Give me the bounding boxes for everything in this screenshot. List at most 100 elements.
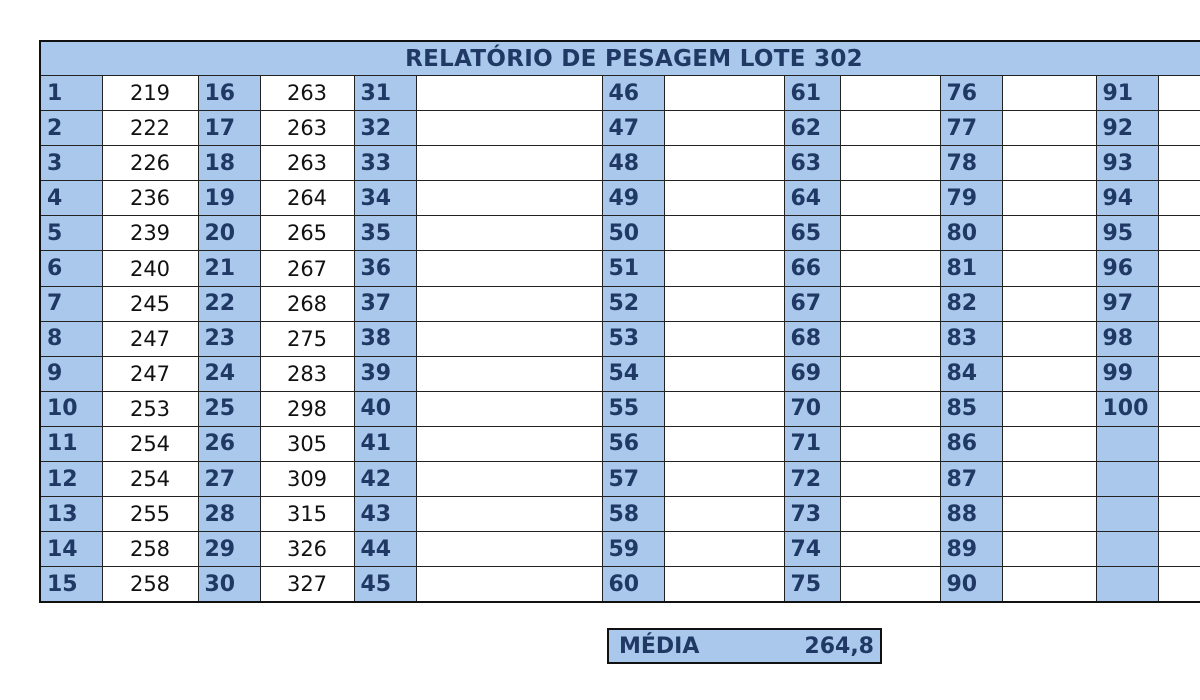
- weight-cell: 239: [101, 215, 199, 252]
- animal-number-cell: 98: [1095, 320, 1159, 357]
- weight-cell: [415, 531, 603, 568]
- animal-number-cell: 91: [1095, 74, 1159, 112]
- animal-number-cell: 65: [783, 215, 841, 252]
- weight-cell: [1001, 180, 1097, 217]
- weight-cell: [663, 531, 785, 568]
- weight-cell: 245: [101, 285, 199, 322]
- animal-number-cell: 19: [197, 180, 261, 217]
- weight-cell: [663, 461, 785, 498]
- animal-number-cell: 46: [601, 74, 665, 112]
- weight-cell: [663, 425, 785, 463]
- animal-number-cell: [1095, 531, 1159, 568]
- animal-number-cell: 74: [783, 531, 841, 568]
- animal-number-cell: 92: [1095, 110, 1159, 147]
- weight-cell: [415, 145, 603, 182]
- weight-cell: [839, 390, 941, 427]
- animal-number-cell: 94: [1095, 180, 1159, 217]
- title-row: RELATÓRIO DE PESAGEM LOTE 302: [39, 40, 1200, 76]
- animal-number-cell: 41: [353, 425, 417, 463]
- animal-number-cell: 83: [939, 320, 1003, 357]
- weight-cell: 258: [101, 531, 199, 568]
- weight-cell: [1157, 496, 1200, 533]
- weight-cell: 275: [259, 320, 355, 357]
- weight-cell: [663, 496, 785, 533]
- animal-number-cell: 5: [39, 215, 103, 252]
- table-row: 8 247 23 275 38 53 68 83 98: [39, 320, 1200, 357]
- weight-cell: [663, 355, 785, 392]
- animal-number-cell: [1095, 461, 1159, 498]
- weight-cell: [415, 285, 603, 322]
- weight-cell: 326: [259, 531, 355, 568]
- weight-cell: [1001, 566, 1097, 603]
- weight-cell: [1157, 285, 1200, 322]
- animal-number-cell: 30: [197, 566, 261, 603]
- table-row: 12 254 27 309 42 57 72 87: [39, 461, 1200, 498]
- animal-number-cell: 52: [601, 285, 665, 322]
- weight-cell: [1157, 250, 1200, 287]
- animal-number-cell: 72: [783, 461, 841, 498]
- animal-number-cell: 37: [353, 285, 417, 322]
- weight-cell: [663, 145, 785, 182]
- weight-cell: [663, 215, 785, 252]
- weight-cell: [1001, 74, 1097, 112]
- weight-cell: [1001, 461, 1097, 498]
- weight-cell: 263: [259, 74, 355, 112]
- weight-cell: [839, 74, 941, 112]
- animal-number-cell: 42: [353, 461, 417, 498]
- animal-number-cell: 6: [39, 250, 103, 287]
- weight-cell: [1001, 390, 1097, 427]
- weight-cell: [1157, 461, 1200, 498]
- weight-cell: [839, 180, 941, 217]
- animal-number-cell: 11: [39, 425, 103, 463]
- animal-number-cell: 13: [39, 496, 103, 533]
- table-row: 7 245 22 268 37 52 67 82 97: [39, 285, 1200, 322]
- animal-number-cell: 4: [39, 180, 103, 217]
- weight-cell: [1157, 566, 1200, 603]
- animal-number-cell: 28: [197, 496, 261, 533]
- animal-number-cell: 73: [783, 496, 841, 533]
- animal-number-cell: 78: [939, 145, 1003, 182]
- weight-cell: [1001, 425, 1097, 463]
- weight-cell: [1157, 74, 1200, 112]
- weight-cell: [663, 180, 785, 217]
- table-row: 15 258 30 327 45 60 75 90: [39, 566, 1200, 603]
- animal-number-cell: 96: [1095, 250, 1159, 287]
- animal-number-cell: 68: [783, 320, 841, 357]
- weight-cell: [663, 250, 785, 287]
- animal-number-cell: 33: [353, 145, 417, 182]
- animal-number-cell: 66: [783, 250, 841, 287]
- weight-cell: 255: [101, 496, 199, 533]
- weight-cell: [1001, 285, 1097, 322]
- weight-cell: [1001, 355, 1097, 392]
- weight-cell: [1157, 320, 1200, 357]
- weight-cell: 219: [101, 74, 199, 112]
- weight-cell: 265: [259, 215, 355, 252]
- animal-number-cell: 44: [353, 531, 417, 568]
- weight-cell: [415, 180, 603, 217]
- weight-cell: [415, 74, 603, 112]
- animal-number-cell: 86: [939, 425, 1003, 463]
- weight-cell: 247: [101, 320, 199, 357]
- weight-cell: [1157, 145, 1200, 182]
- weight-cell: [415, 215, 603, 252]
- animal-number-cell: 17: [197, 110, 261, 147]
- weight-cell: [1157, 180, 1200, 217]
- animal-number-cell: 18: [197, 145, 261, 182]
- animal-number-cell: [1095, 425, 1159, 463]
- weight-cell: [1157, 355, 1200, 392]
- weight-cell: [839, 566, 941, 603]
- animal-number-cell: 1: [39, 74, 103, 112]
- weight-cell: 253: [101, 390, 199, 427]
- weight-cell: [1157, 531, 1200, 568]
- animal-number-cell: 49: [601, 180, 665, 217]
- table-row: 5 239 20 265 35 50 65 80 95: [39, 215, 1200, 252]
- average-label: MÉDIA: [619, 633, 700, 659]
- weight-cell: [839, 531, 941, 568]
- weight-cell: [415, 461, 603, 498]
- weight-cell: [1001, 320, 1097, 357]
- weight-cell: [839, 496, 941, 533]
- weight-cell: [1157, 425, 1200, 463]
- animal-number-cell: 95: [1095, 215, 1159, 252]
- animal-number-cell: 35: [353, 215, 417, 252]
- animal-number-cell: 56: [601, 425, 665, 463]
